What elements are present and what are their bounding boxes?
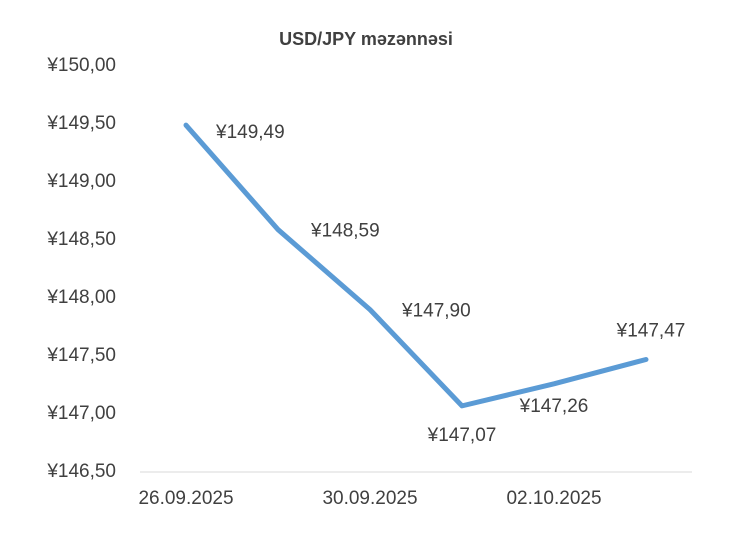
y-tick-label: ¥149,50 — [46, 113, 116, 134]
chart-title: USD/JPY məzənnəsi — [279, 29, 453, 49]
data-label: ¥149,49 — [215, 122, 285, 143]
data-label: ¥148,59 — [310, 221, 380, 242]
y-tick-label: ¥149,00 — [46, 171, 116, 192]
data-label: ¥147,26 — [519, 396, 589, 417]
y-tick-label: ¥147,50 — [46, 345, 116, 366]
data-label: ¥147,47 — [616, 320, 686, 341]
y-tick-label: ¥150,00 — [46, 55, 116, 76]
y-tick-label: ¥147,00 — [46, 403, 116, 424]
x-tick-label: 26.09.2025 — [138, 488, 233, 509]
y-tick-label: ¥148,00 — [46, 287, 116, 308]
data-label: ¥147,90 — [401, 301, 471, 322]
y-tick-label: ¥148,50 — [46, 229, 116, 250]
x-tick-label: 02.10.2025 — [506, 488, 601, 509]
data-label: ¥147,07 — [427, 425, 497, 446]
line — [183, 122, 649, 409]
y-tick-label: ¥146,50 — [46, 461, 116, 482]
x-tick-label: 30.09.2025 — [322, 488, 417, 509]
